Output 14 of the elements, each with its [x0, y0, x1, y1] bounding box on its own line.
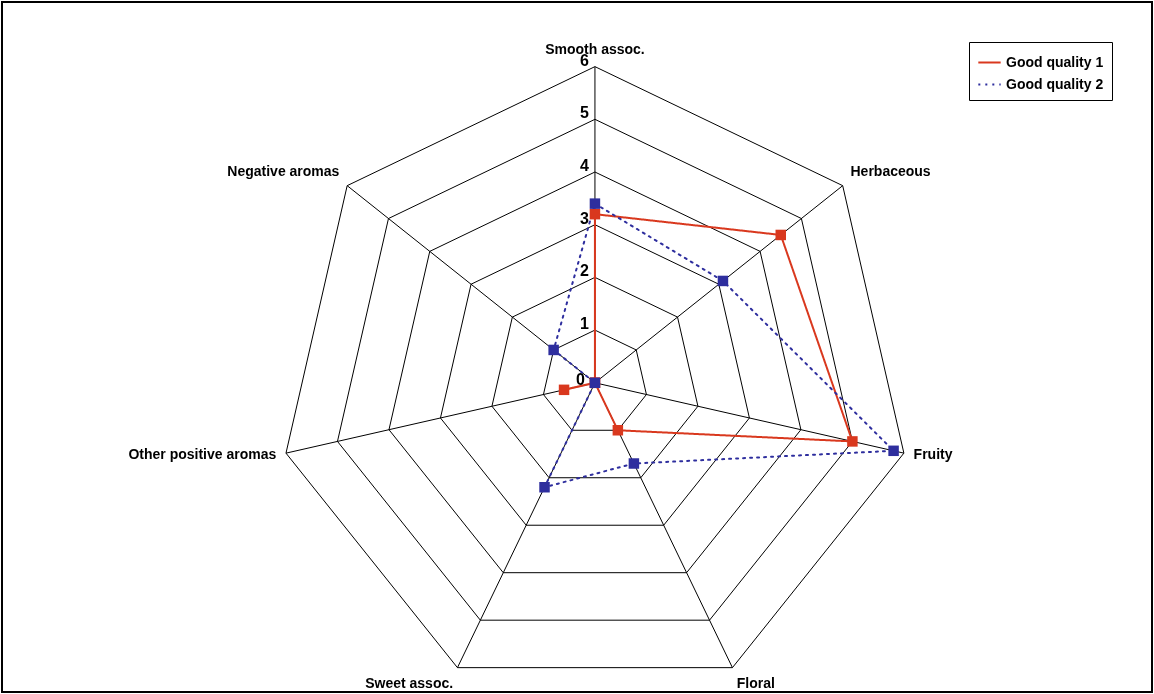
legend-label: Good quality 1 — [1006, 53, 1104, 70]
y-tick-label: 0 — [576, 370, 586, 388]
y-tick-label: 5 — [580, 104, 590, 122]
spoke-label: Floral — [736, 674, 775, 691]
y-tick-label: 2 — [580, 262, 590, 280]
y-tick-label: 1 — [580, 315, 590, 333]
legend-label: Good quality 2 — [1006, 75, 1104, 92]
spoke-label: Herbaceous — [850, 163, 931, 180]
y-tick-label: 4 — [580, 157, 590, 174]
spoke-label: Other positive aromas — [128, 446, 277, 463]
spoke-label: Fruity — [913, 446, 953, 463]
spoke-label: Negative aromas — [227, 163, 340, 180]
y-tick-label: 3 — [580, 209, 590, 227]
spoke-label: Sweet assoc. — [365, 674, 454, 691]
